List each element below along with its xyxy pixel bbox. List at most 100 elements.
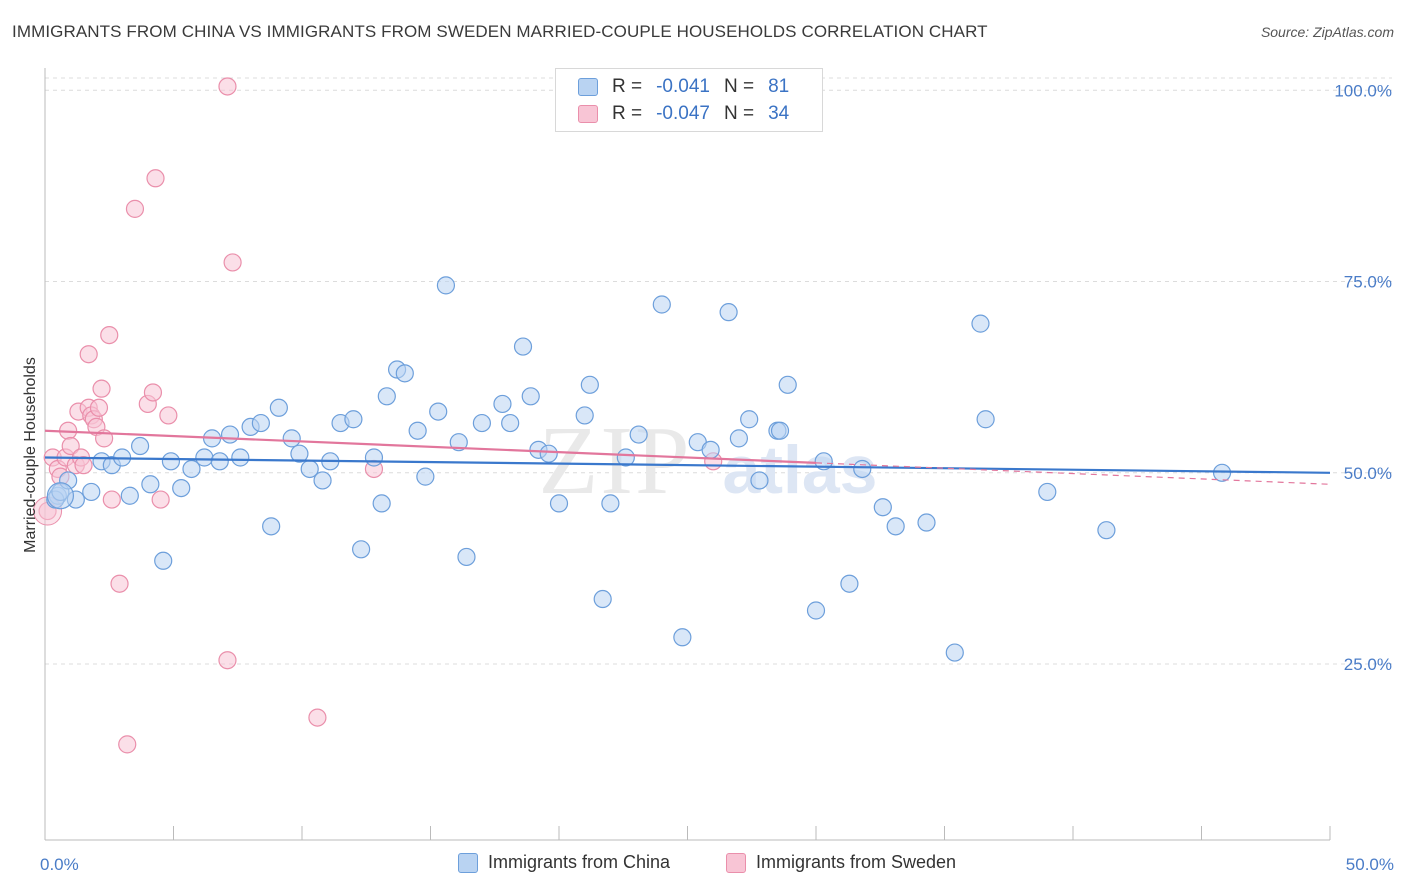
x-tick-label: 50.0% <box>1346 855 1394 874</box>
china-point <box>282 429 301 448</box>
china-point <box>395 364 414 383</box>
china-point <box>1097 521 1116 540</box>
china-point <box>195 448 214 467</box>
china-point <box>501 413 520 433</box>
china-point <box>130 436 150 456</box>
source-credit: Source: ZipAtlas.com <box>1260 24 1394 40</box>
legend-r-value: -0.041 <box>656 76 710 97</box>
trend-lines <box>44 429 1331 485</box>
legend-item-sweden[interactable]: Immigrants from Sweden <box>726 852 956 873</box>
china-point <box>549 494 569 513</box>
sweden-swatch <box>578 105 598 123</box>
china-point <box>601 494 620 513</box>
sweden-point <box>218 77 237 96</box>
china-swatch <box>578 78 598 96</box>
sweden-point <box>118 735 137 754</box>
china-point <box>729 429 749 448</box>
china-swatch <box>458 852 478 873</box>
y-tick-label: 100.0% <box>1334 81 1392 100</box>
china-point <box>740 410 759 429</box>
china-point <box>493 394 512 414</box>
china-point <box>352 540 371 559</box>
legend-row-sweden: R = -0.047 N = 34 <box>578 101 789 127</box>
china-point <box>886 517 905 536</box>
watermark-atlas: atlas <box>723 432 878 508</box>
china-point <box>269 398 288 417</box>
china-point <box>472 413 491 433</box>
china-point <box>778 375 797 394</box>
china-point <box>120 486 139 505</box>
china-point <box>290 444 309 463</box>
sweden-point <box>79 345 98 364</box>
china-point <box>154 551 173 570</box>
china-point <box>372 494 391 513</box>
china-point <box>873 498 892 517</box>
china-point <box>575 406 594 425</box>
china-trend-line <box>44 456 1331 474</box>
sweden-trend-line <box>44 429 817 464</box>
sweden-swatch <box>726 852 746 873</box>
legend-n-value: 81 <box>768 76 790 97</box>
china-point <box>408 421 427 440</box>
y-tick-label: 25.0% <box>1344 655 1392 674</box>
grid-lines <box>45 77 1392 665</box>
china-point <box>344 410 363 429</box>
sweden-point <box>61 436 80 456</box>
china-point <box>750 471 769 490</box>
china-point <box>457 547 476 567</box>
tick-labels: 25.0% 50.0% 75.0% 100.0% 0.0% 50.0% <box>40 81 1394 874</box>
china-point <box>814 452 833 471</box>
legend-row-china: R = -0.041 N = 81 <box>578 74 789 100</box>
china-point <box>220 425 240 444</box>
sweden-point <box>159 406 178 425</box>
china-point <box>1212 463 1232 482</box>
china-point <box>853 459 872 479</box>
sweden-trend-extrapolation <box>815 462 1331 485</box>
china-point <box>976 410 995 429</box>
china-point <box>251 413 270 433</box>
legend-r-label: R = <box>612 103 643 124</box>
china-point <box>806 601 826 620</box>
china-point <box>436 276 456 295</box>
y-tick-label: 75.0% <box>1344 273 1392 292</box>
china-point <box>770 421 790 440</box>
sweden-point <box>151 490 170 509</box>
china-point <box>616 448 635 467</box>
china-point <box>971 314 990 333</box>
sweden-point <box>102 490 121 509</box>
china-point <box>231 448 250 467</box>
china-point <box>377 387 396 406</box>
sweden-point <box>74 456 93 475</box>
sweden-point <box>125 199 145 218</box>
sweden-point <box>143 383 163 402</box>
china-point <box>1038 482 1057 502</box>
china-point <box>513 337 533 356</box>
china-point <box>945 643 964 662</box>
china-point <box>521 387 540 406</box>
china-point <box>593 589 612 609</box>
china-point <box>840 574 859 593</box>
china-point <box>652 295 671 314</box>
sweden-point <box>308 708 327 727</box>
china-point <box>917 513 936 532</box>
legend-item-china[interactable]: Immigrants from China <box>458 852 670 873</box>
sweden-point <box>146 169 165 188</box>
sweden-point <box>110 574 129 593</box>
china-point <box>580 375 599 394</box>
legend-item-label: Immigrants from Sweden <box>756 852 957 872</box>
y-axis-label: Married-couple Households <box>22 357 39 553</box>
china-point <box>141 475 160 494</box>
china-point <box>701 440 720 459</box>
china-point <box>416 467 435 486</box>
china-point <box>429 402 448 421</box>
sweden-point <box>218 651 237 670</box>
china-point <box>82 482 101 502</box>
china-point <box>719 303 738 322</box>
china-point <box>364 448 384 467</box>
china-point <box>182 459 201 479</box>
legend-n-label: N = <box>723 76 755 97</box>
sweden-point <box>92 379 111 398</box>
legend-n-value: 34 <box>768 103 790 124</box>
china-point <box>313 471 332 490</box>
